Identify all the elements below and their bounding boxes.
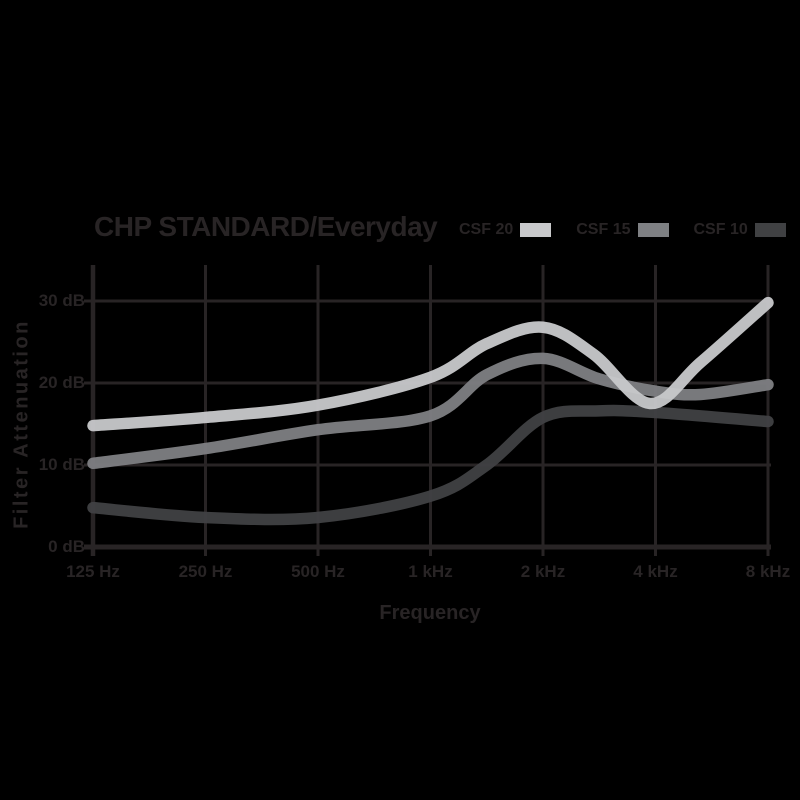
legend-label-csf15: CSF 15 <box>576 221 631 238</box>
y-tick-30db: 30 dB <box>38 291 85 310</box>
x-tick-4khz: 4 kHz <box>633 562 678 581</box>
x-tick-8khz: 8 kHz <box>745 562 791 581</box>
x-tick-1khz: 1 kHz <box>408 562 453 581</box>
legend-label-csf20: CSF 20 <box>459 221 514 238</box>
x-axis-title: Frequency <box>379 602 481 624</box>
attenuation-curves <box>87 296 774 526</box>
legend-label-csf10: CSF 10 <box>693 221 748 238</box>
curve-csf20 <box>87 296 774 432</box>
y-tick-10db: 10 dB <box>38 455 85 474</box>
y-tick-20db: 20 dB <box>38 373 85 392</box>
legend-swatch-csf15 <box>637 223 669 237</box>
legend-entry-csf20: CSF 20 <box>459 221 552 239</box>
legend-swatch-csf10 <box>754 223 786 237</box>
legend-swatch-csf20 <box>520 223 552 237</box>
curve-csf10 <box>87 404 774 526</box>
y-tick-0db: 0 dB <box>48 537 85 556</box>
y-axis-title: Filter Attenuation <box>10 319 33 529</box>
x-tick-125hz: 125 Hz <box>66 562 120 581</box>
legend-entry-csf15: CSF 15 <box>576 221 669 239</box>
x-tick-500hz: 500 Hz <box>291 562 345 581</box>
x-tick-2khz: 2 kHz <box>520 562 566 581</box>
chart-title: CHP STANDARD/Everyday <box>94 211 438 242</box>
x-tick-250hz: 250 Hz <box>178 562 233 581</box>
legend: CSF 20 CSF 15 CSF 10 <box>459 221 786 239</box>
legend-entry-csf10: CSF 10 <box>694 221 786 239</box>
